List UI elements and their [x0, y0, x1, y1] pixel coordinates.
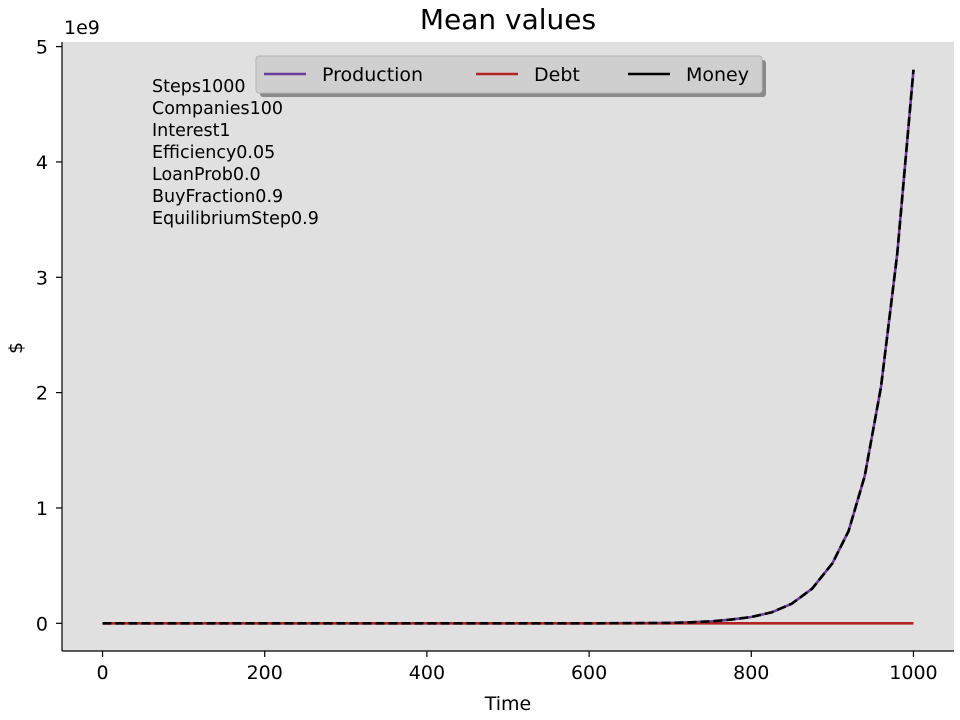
y-axis-label: $: [5, 342, 27, 354]
y-tick-label: 4: [36, 152, 48, 174]
annotation-line: Interest1: [152, 121, 231, 141]
series-line-money: [102, 69, 915, 625]
y-tick-label: 2: [36, 383, 48, 405]
x-tick-label: 200: [247, 662, 283, 684]
y-axis-multiplier: 1e9: [64, 17, 100, 39]
annotation-line: Steps1000: [152, 77, 246, 97]
y-tick-label: 3: [36, 267, 48, 289]
annotation-line: Efficiency0.05: [152, 143, 275, 163]
legend-label-debt: Debt: [534, 64, 580, 86]
chart-title: Mean values: [420, 3, 596, 36]
annotation-line: Companies100: [152, 99, 283, 119]
parameter-annotations: Steps1000Companies100Interest1Efficiency…: [152, 77, 319, 229]
plot-area: [62, 42, 954, 651]
legend-label-production: Production: [322, 64, 423, 86]
annotation-line: LoanProb0.0: [152, 165, 261, 185]
x-tick-label: 800: [733, 662, 769, 684]
legend[interactable]: Production Debt Money: [255, 55, 766, 97]
axes: 0 200 400 600 800 1000 0 1 2 3 4 5: [36, 37, 954, 684]
annotation-line: BuyFraction0.9: [152, 187, 283, 207]
y-tick-label: 5: [36, 37, 48, 59]
x-axis-label: Time: [484, 693, 532, 715]
x-tick-label: 1000: [889, 662, 937, 684]
series-layer: [102, 69, 915, 625]
y-tick-label: 0: [36, 613, 48, 635]
x-tick-label: 0: [96, 662, 108, 684]
x-tick-label: 400: [409, 662, 445, 684]
legend-label-money: Money: [686, 64, 749, 86]
x-tick-label: 600: [571, 662, 607, 684]
annotation-line: EquilibriumStep0.9: [152, 209, 319, 229]
y-tick-label: 1: [36, 498, 48, 520]
